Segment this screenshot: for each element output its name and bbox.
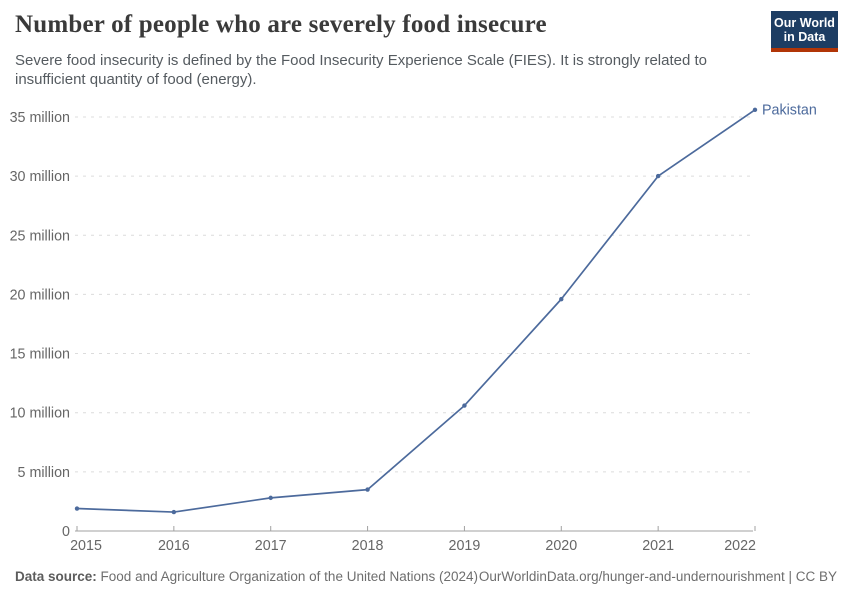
chart-title: Number of people who are severely food i… — [15, 11, 547, 38]
data-point-2018[interactable] — [365, 487, 370, 492]
y-axis-label: 10 million — [10, 406, 70, 422]
y-axis-label: 20 million — [10, 287, 70, 303]
credit-link[interactable]: OurWorldinData.org/hunger-and-undernouri… — [478, 569, 837, 584]
owid-logo: Our World in Data — [771, 11, 838, 52]
data-source-label: Data source: — [15, 569, 97, 584]
x-axis-label: 2016 — [158, 538, 190, 554]
data-source: Data source: Food and Agriculture Organi… — [15, 569, 478, 584]
subtitle-line-2: insufficient quantity of food (energy). — [15, 71, 257, 88]
data-point-2020[interactable] — [559, 296, 564, 302]
data-point-2022[interactable] — [752, 107, 758, 113]
data-point-2015[interactable] — [74, 506, 80, 511]
chart-footer: Data source: Food and Agriculture Organi… — [15, 569, 837, 584]
chart-subtitle: Severe food insecurity is defined by the… — [15, 51, 745, 89]
x-axis-label: 2018 — [352, 538, 384, 554]
x-axis-label: 2019 — [449, 538, 481, 554]
logo-line-2: in Data — [783, 29, 826, 44]
x-axis-label: 2020 — [545, 538, 577, 554]
data-point-2019[interactable] — [462, 403, 467, 408]
y-axis-label: 5 million — [18, 465, 70, 481]
x-axis-label: 2015 — [70, 538, 102, 554]
y-axis-label: 35 million — [10, 110, 70, 126]
data-source-text: Food and Agriculture Organization of the… — [100, 569, 479, 584]
subtitle-line-1: Severe food insecurity is defined by the… — [15, 52, 707, 69]
data-point-2021[interactable] — [655, 173, 661, 179]
series-label-pakistan[interactable]: Pakistan — [762, 102, 817, 118]
data-point-2016[interactable] — [171, 509, 177, 515]
y-axis-label: 25 million — [10, 228, 70, 244]
y-axis-label: 15 million — [10, 347, 70, 363]
x-axis-label: 2022 — [724, 538, 756, 554]
logo-line-1: Our World — [774, 15, 835, 30]
y-axis-label: 0 — [62, 524, 70, 540]
x-axis-label: 2017 — [255, 538, 287, 554]
data-point-2017[interactable] — [268, 495, 273, 501]
x-axis-label: 2021 — [642, 538, 674, 554]
pakistan-line[interactable] — [76, 109, 756, 513]
y-axis-label: 30 million — [10, 169, 70, 185]
